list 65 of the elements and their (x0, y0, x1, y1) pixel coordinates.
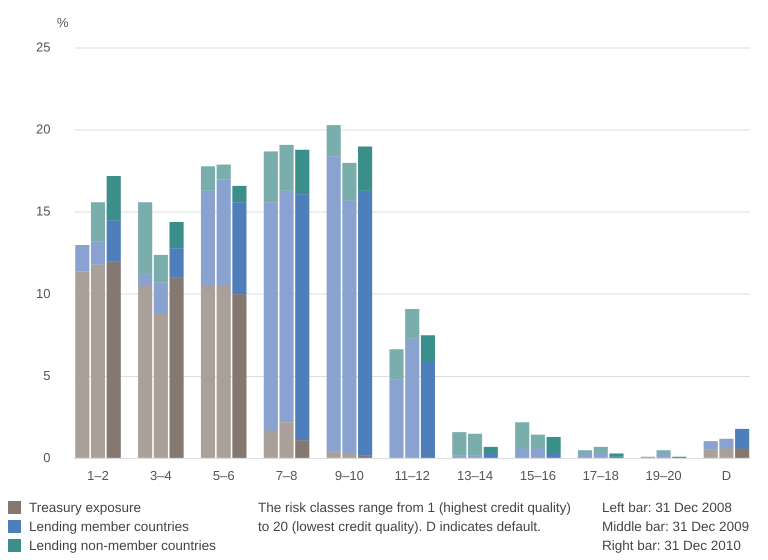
bar (405, 309, 420, 339)
x-tick-label: 3–4 (150, 468, 172, 483)
bar (170, 248, 184, 278)
bar (420, 362, 436, 458)
bar (106, 176, 121, 220)
bar (138, 286, 152, 458)
bar (389, 349, 404, 380)
bar (358, 190, 372, 456)
bar (609, 453, 624, 457)
x-tick-label: 7–8 (276, 468, 298, 483)
bar (154, 282, 168, 314)
bar (326, 156, 341, 452)
bar (342, 453, 356, 458)
text: The risk classes range from 1 (highest credit quality) to 20 (lowest credit quality). D indicates default. (258, 499, 572, 536)
bar (154, 314, 168, 458)
bar (342, 200, 356, 454)
bar (106, 220, 121, 262)
x-tick-label: 19–20 (646, 468, 682, 483)
x-tick-label: 9–10 (334, 468, 364, 483)
y-tick-label: 10 (36, 286, 50, 301)
text: Middle bar: 31 Dec 2009 (602, 518, 750, 536)
x-tick-label: 15–16 (520, 468, 556, 483)
y-tick-label: 5 (43, 368, 50, 383)
bar (295, 440, 310, 458)
bar (138, 274, 152, 286)
legend-label: Treasury exposure (29, 499, 142, 517)
bar (358, 455, 372, 458)
bar (90, 202, 106, 242)
bar (138, 202, 152, 275)
y-tick-label: 25 (36, 40, 50, 55)
bar (342, 162, 356, 201)
x-tick-label: 5–6 (212, 468, 235, 483)
bar (656, 450, 671, 454)
y-tick-label: 20 (36, 122, 50, 137)
text: Left bar: 31 Dec 2008 (602, 499, 733, 517)
y-axis-title: % (56, 15, 69, 30)
bar (295, 150, 310, 194)
bar (484, 446, 498, 454)
legend-label: Lending non-member countries (29, 537, 216, 555)
bar (735, 428, 750, 449)
y-tick-label: 0 (43, 450, 50, 465)
legend-label: Lending member countries (29, 518, 189, 536)
bar (154, 254, 168, 283)
x-tick-label: 13–14 (456, 468, 494, 483)
bar (106, 261, 121, 458)
bar (420, 335, 436, 362)
bar (232, 294, 246, 458)
x-tick-label: D (722, 468, 732, 483)
bar (735, 448, 750, 458)
x-tick-label: 1–2 (87, 468, 109, 483)
x-tick-label: 17–18 (582, 468, 619, 483)
bar (295, 194, 310, 440)
bar (232, 202, 246, 294)
text: Right bar: 31 Dec 2010 (602, 537, 742, 555)
bar (170, 278, 184, 458)
y-tick-label: 15 (36, 204, 50, 219)
bar (546, 453, 561, 458)
bar (326, 125, 341, 156)
bar (358, 146, 372, 191)
x-tick-label: 11–12 (394, 468, 430, 483)
bar (170, 222, 184, 248)
bar (326, 452, 341, 458)
bar (546, 437, 561, 454)
bar (232, 186, 246, 202)
bar (484, 453, 498, 458)
